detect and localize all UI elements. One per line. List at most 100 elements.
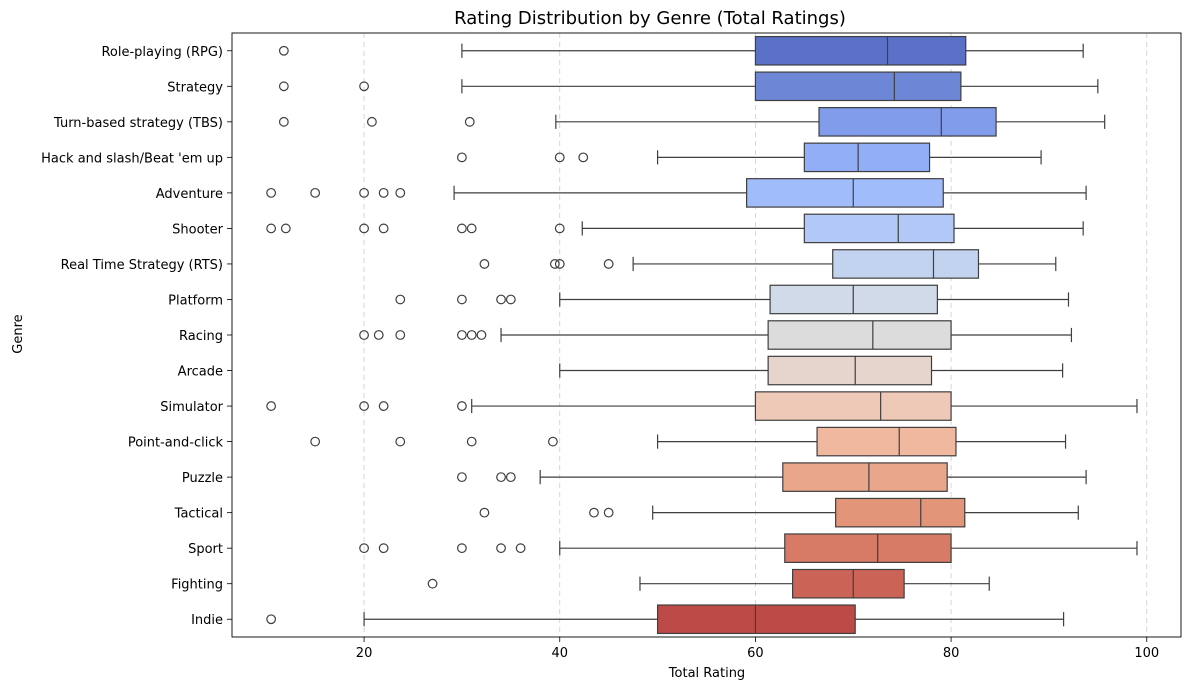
y-tick-label: Tactical (174, 507, 223, 522)
outlier-point (266, 401, 277, 411)
outlier-point (457, 152, 467, 163)
outlier-point (466, 436, 477, 447)
y-tick-label: Point-and-click (128, 436, 224, 451)
outlier-point (505, 472, 516, 483)
outlier-point (395, 294, 406, 305)
y-tick-label: Fighting (171, 578, 223, 593)
y-tick-label: Real Time Strategy (RTS) (61, 258, 223, 273)
box-iqr (754, 391, 952, 421)
outlier-point (395, 187, 406, 198)
y-tick-label: Platform (168, 293, 223, 308)
outlier-point (589, 507, 599, 518)
outlier-point (359, 401, 369, 411)
outlier-point (367, 116, 377, 127)
outlier-point (603, 259, 614, 269)
outlier-point (505, 294, 516, 305)
box-iqr (656, 604, 856, 635)
outlier-point (464, 116, 475, 127)
outlier-point (496, 543, 506, 554)
outlier-point (280, 223, 291, 234)
outlier-point (554, 223, 565, 234)
outlier-point (310, 436, 321, 447)
outlier-point (359, 543, 369, 554)
outlier-point (554, 259, 565, 269)
box-iqr (754, 71, 962, 102)
plot-frame (231, 32, 1182, 638)
y-tick-label: Shooter (172, 222, 223, 237)
outlier-point (395, 330, 406, 340)
outlier-point (427, 578, 438, 589)
box-iqr (784, 533, 952, 563)
outlier-point (466, 223, 477, 234)
y-tick-label: Puzzle (182, 471, 223, 486)
box-iqr (782, 462, 948, 492)
box-iqr (791, 568, 905, 599)
outlier-point (549, 259, 560, 269)
outlier-point (378, 401, 389, 411)
outlier-point (266, 187, 277, 198)
outlier-point (476, 330, 487, 340)
y-tick-label: Turn-based strategy (TBS) (53, 116, 223, 131)
box-iqr (803, 213, 955, 244)
box-iqr (818, 107, 997, 137)
outlier-point (457, 401, 467, 411)
y-tick-label: Racing (179, 329, 223, 344)
outlier-point (359, 187, 369, 198)
outlier-point (457, 330, 467, 340)
outlier-point (479, 259, 490, 269)
y-tick-label: Adventure (156, 187, 223, 202)
y-tick-label: Simulator (160, 400, 223, 415)
outlier-point (378, 187, 389, 198)
outlier-point (310, 187, 321, 198)
box-iqr (767, 320, 952, 350)
box-iqr (835, 497, 966, 528)
outlier-point (266, 614, 277, 625)
box-iqr (832, 249, 980, 279)
plot-area: Role-playing (RPG) Strategy Turn-based str… (41, 32, 1182, 661)
x-tick-label: 20 (356, 646, 373, 661)
outlier-point (359, 330, 369, 340)
outlier-point (278, 81, 289, 92)
box-iqr (754, 35, 967, 66)
outlier-point (266, 223, 277, 234)
y-tick-label: Strategy (167, 80, 223, 95)
box-iqr (803, 142, 931, 173)
outlier-point (457, 294, 467, 305)
outlier-point (457, 472, 467, 483)
outlier-point (359, 81, 369, 92)
x-tick-label: 80 (943, 646, 960, 661)
outlier-point (479, 507, 490, 518)
outlier-point (578, 152, 589, 163)
y-tick-label: Hack and slash/Beat 'em up (41, 151, 223, 166)
x-tick-label: 40 (551, 646, 568, 661)
outlier-point (378, 223, 389, 234)
outlier-point (603, 507, 614, 518)
outlier-point (515, 543, 526, 554)
chart-title: Rating Distribution by Genre (Total Rati… (454, 8, 846, 29)
outlier-point (278, 116, 289, 127)
outlier-point (373, 330, 384, 340)
x-axis-label: Total Rating (668, 666, 745, 681)
y-tick-label: Indie (191, 613, 223, 628)
outlier-point (457, 223, 467, 234)
x-tick-label: 60 (747, 646, 764, 661)
outlier-point (547, 436, 558, 447)
outlier-point (457, 543, 467, 554)
y-tick-label: Arcade (178, 365, 223, 380)
outlier-point (496, 472, 506, 483)
box-iqr (816, 426, 957, 457)
outlier-point (554, 152, 565, 163)
y-tick-label: Sport (188, 542, 223, 557)
x-tick-label: 100 (1134, 646, 1159, 661)
outlier-point (395, 436, 406, 447)
outlier-point (466, 330, 477, 340)
y-tick-label: Role-playing (RPG) (101, 45, 223, 60)
outlier-point (278, 45, 289, 56)
box-iqr (767, 355, 933, 386)
box-iqr (746, 178, 944, 208)
outlier-point (496, 294, 506, 305)
outlier-point (359, 223, 369, 234)
y-axis-label: Genre (11, 314, 26, 353)
outlier-point (378, 543, 389, 554)
